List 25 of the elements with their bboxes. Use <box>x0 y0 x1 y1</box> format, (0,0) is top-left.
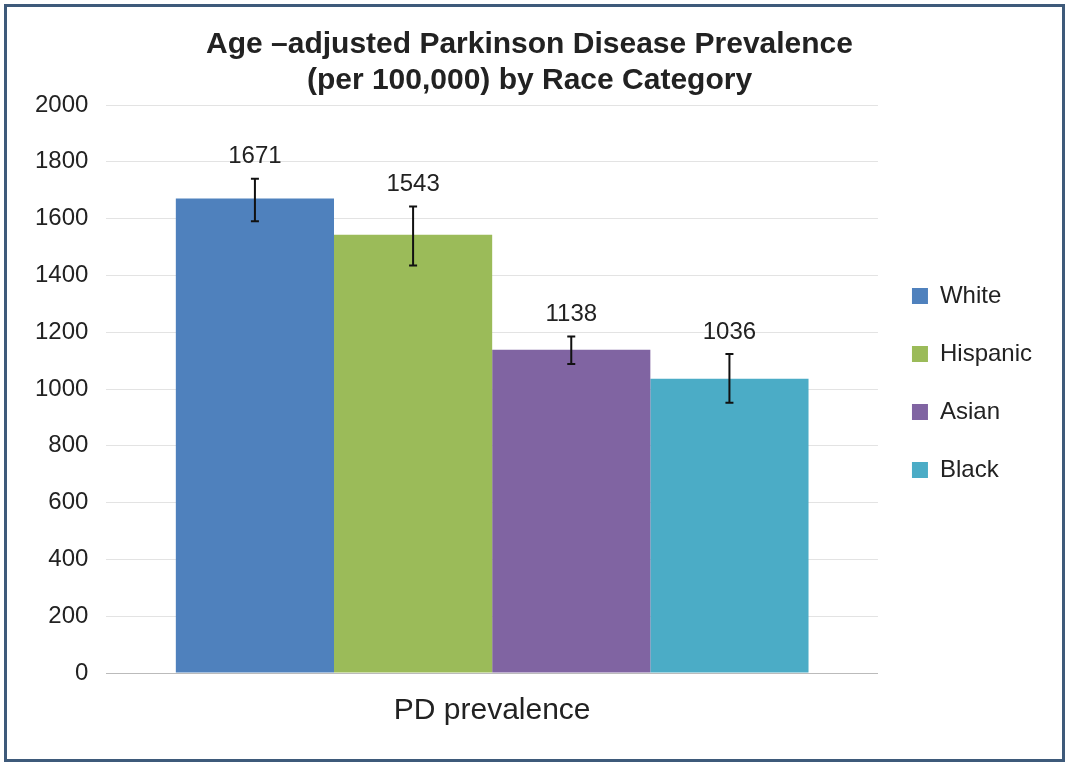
y-tick-label: 1000 <box>35 373 89 401</box>
bar <box>650 378 809 673</box>
data-label: 1138 <box>545 299 598 327</box>
y-tick-label: 1600 <box>35 203 89 231</box>
y-tick-label: 600 <box>48 487 89 515</box>
legend-label: Asian <box>939 396 1001 424</box>
data-label: 1036 <box>702 316 757 344</box>
data-label: 1543 <box>386 169 440 197</box>
bar <box>492 349 651 673</box>
x-tick-label: PD prevalence <box>393 692 591 726</box>
y-tick-label: 200 <box>48 600 89 628</box>
y-tick-label: 1200 <box>35 316 89 344</box>
y-tick-label: 2000 <box>35 89 89 117</box>
y-tick-label: 0 <box>75 657 89 685</box>
y-tick-label: 1400 <box>35 260 89 288</box>
chart-title: Age –adjusted Parkinson Disease Prevalence (per 100,000) by Race Category <box>206 26 853 96</box>
y-tick-label: 400 <box>48 544 89 572</box>
y-tick-label: 1800 <box>35 146 89 174</box>
legend-label: White <box>939 280 1002 308</box>
legend-label: Black <box>939 454 1000 482</box>
data-label: 1671 <box>228 141 282 169</box>
legend-label: Hispanic <box>939 338 1033 366</box>
y-tick-label: 800 <box>48 430 89 458</box>
bar <box>175 198 334 673</box>
bar <box>334 234 493 673</box>
